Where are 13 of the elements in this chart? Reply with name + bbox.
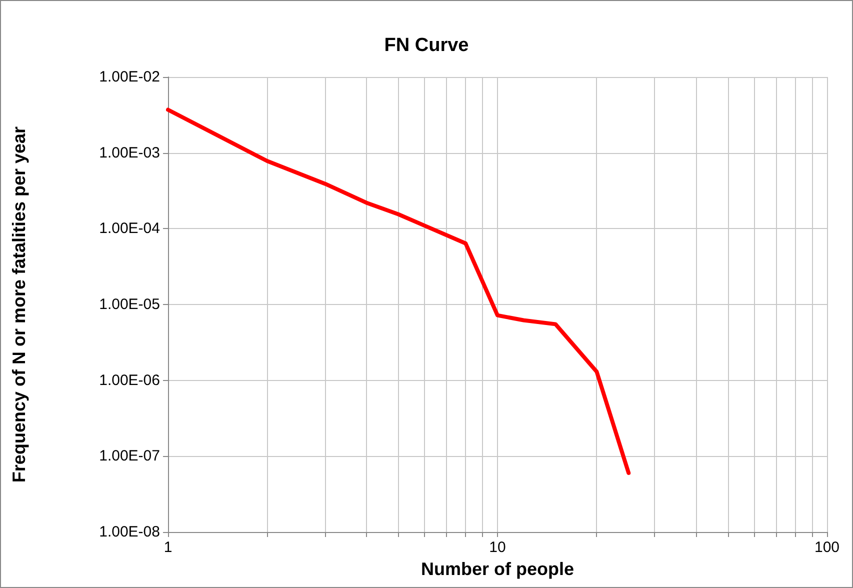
y-tick-label: 1.00E-08 [99, 524, 160, 540]
y-axis-title: Frequency of N or more fatalities per year [9, 126, 29, 483]
y-tick-label: 1.00E-03 [99, 144, 160, 162]
y-tick-label: 1.00E-06 [99, 372, 160, 389]
y-tick-label: 1.00E-07 [99, 448, 160, 465]
x-axis-title: Number of people [420, 558, 574, 579]
x-tick-label: 100 [814, 539, 840, 556]
x-tick-label: 1 [164, 539, 172, 556]
y-tick-label: 1.00E-04 [99, 220, 160, 238]
chart-title: FN Curve [384, 35, 469, 56]
y-tick-label: 1.00E-02 [99, 68, 160, 86]
y-tick-label: 1.00E-05 [99, 296, 160, 313]
x-tick-label: 10 [489, 539, 506, 556]
